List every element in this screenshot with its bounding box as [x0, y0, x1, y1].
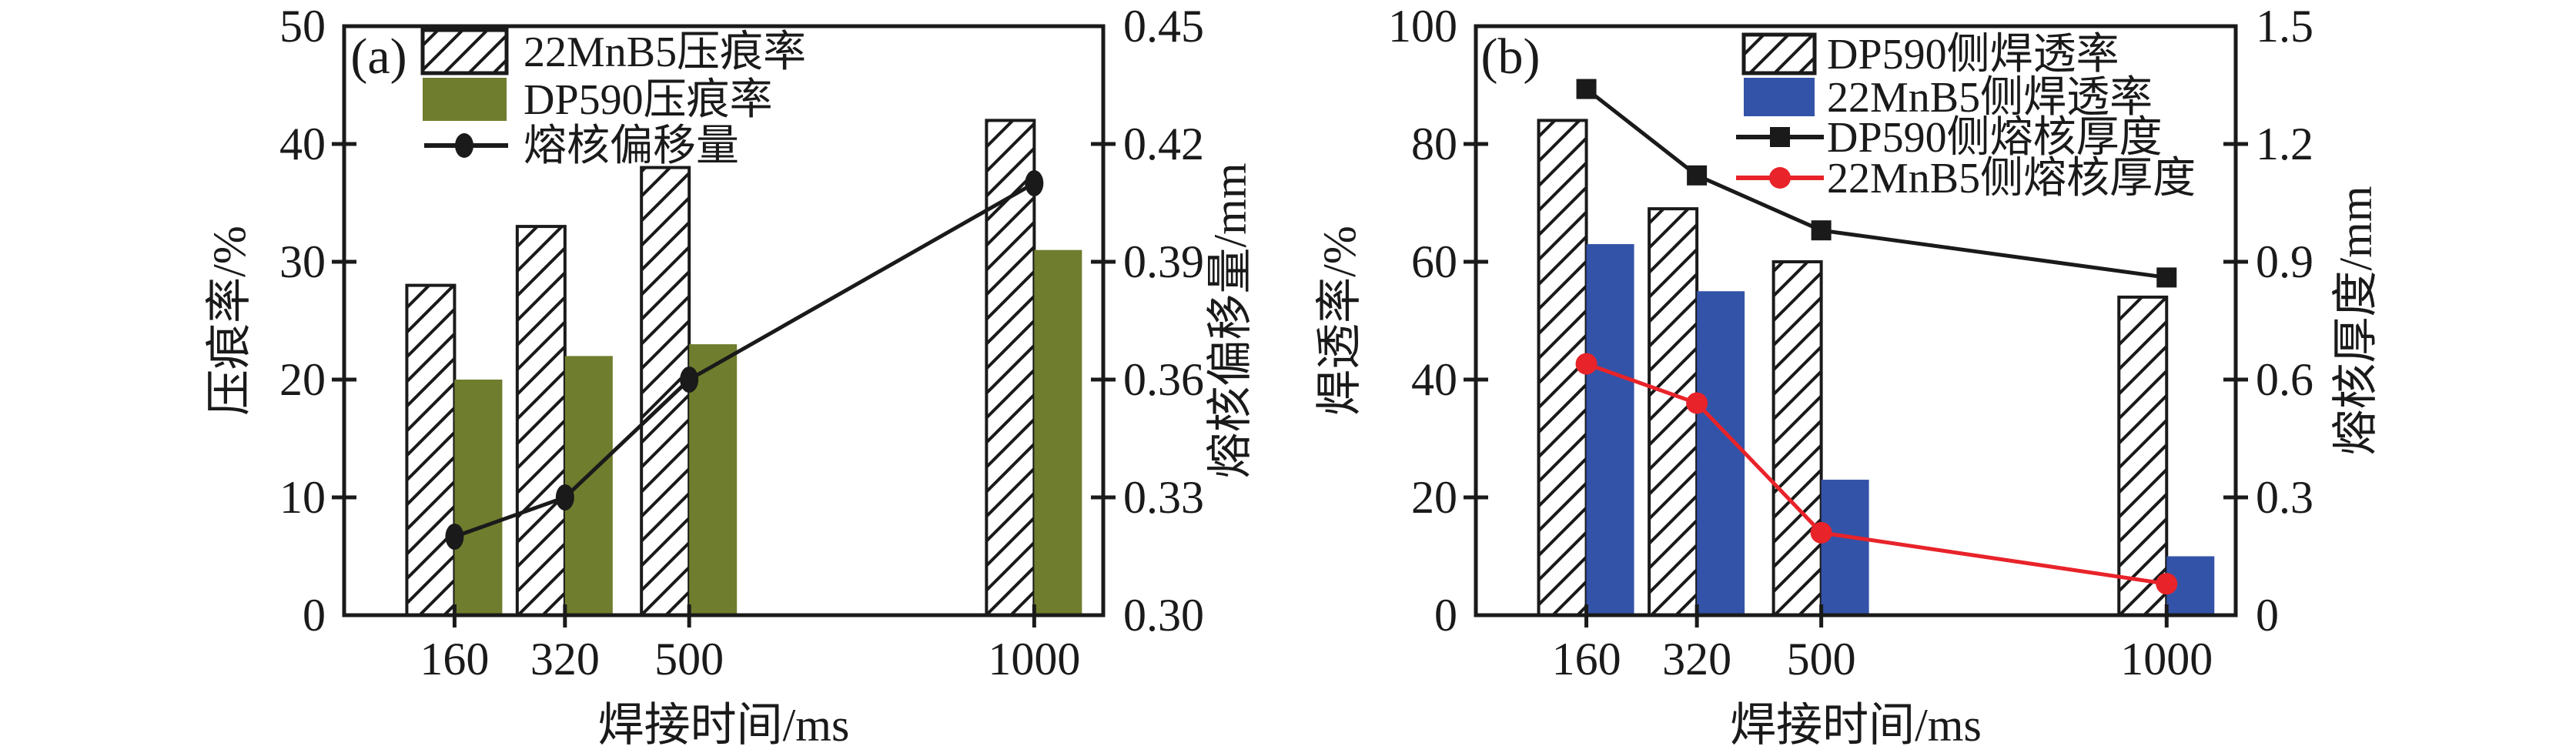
legend-swatch-hatched	[420, 28, 509, 75]
legend-marker-ellipse	[455, 133, 473, 158]
left-tick-label: 10	[279, 472, 326, 523]
series-line-DP590侧熔核厚度	[1585, 87, 2167, 279]
y-axis-title-right: 熔核厚度/mm	[2330, 186, 2381, 455]
left-tick-label: 20	[279, 354, 326, 405]
x-tick-label: 1000	[988, 634, 1080, 684]
series-line-熔核偏移量	[453, 181, 1035, 539]
x-axis-title: 焊接时间/ms	[598, 700, 850, 749]
legend-label: 22MnB5侧熔核厚度	[1827, 155, 2196, 202]
left-tick-label: 40	[1411, 354, 1457, 405]
marker-square-DP590侧熔核厚度-320	[1687, 165, 1708, 186]
legend-marker-circle	[1769, 167, 1791, 189]
x-tick-label: 1000	[2120, 634, 2213, 684]
left-tick-label: 80	[1411, 119, 1457, 169]
left-tick-label: 100	[1388, 1, 1457, 52]
marker-ellipse-熔核偏移量-320	[555, 484, 574, 510]
bar-DP590压痕率-500	[689, 344, 738, 615]
x-tick-label: 500	[654, 634, 724, 684]
right-tick-label: 0.9	[2256, 236, 2313, 287]
marker-circle-22MnB5侧熔核厚度-320	[1686, 392, 1708, 414]
plot-border	[342, 24, 1106, 617]
marker-square-DP590侧熔核厚度-160	[1576, 79, 1597, 99]
bar-DP590压痕率-1000	[1034, 249, 1082, 615]
right-tick-label: 1.5	[2256, 1, 2313, 52]
marker-ellipse-熔核偏移量-160	[445, 524, 464, 550]
legend-item-DP590侧焊透率: DP590侧焊透率	[1741, 31, 2119, 79]
marker-square-DP590侧熔核厚度-1000	[2156, 267, 2177, 288]
bar-DP590侧焊透率-320	[1648, 207, 1699, 617]
x-axis-title: 焊接时间/ms	[1730, 700, 1982, 749]
legend-item-熔核偏移量: 熔核偏移量	[424, 122, 739, 170]
panel-label: (b)	[1481, 28, 1541, 85]
bar-22MnB5压痕率-500	[640, 166, 691, 617]
right-tick-label: 0.42	[1123, 119, 1204, 169]
legend-marker-square	[1770, 127, 1790, 147]
plot-border	[1474, 24, 2238, 617]
legend-label: DP590侧焊透率	[1827, 31, 2119, 79]
y-axis-title-left: 焊透率/%	[1314, 226, 1365, 416]
bar-DP590压痕率-160	[454, 380, 503, 615]
marker-ellipse-熔核偏移量-500	[680, 366, 699, 393]
legend-label: 22MnB5侧焊透率	[1827, 74, 2153, 122]
right-tick-label: 0.6	[2256, 354, 2313, 405]
series-line-22MnB5侧熔核厚度	[1585, 362, 2167, 586]
y-axis-title-left: 压痕率/%	[204, 226, 255, 416]
left-tick-label: 30	[279, 236, 326, 287]
bar-DP590压痕率-320	[564, 356, 613, 615]
marker-circle-22MnB5侧熔核厚度-500	[1810, 521, 1832, 544]
legend-item-22MnB5侧焊透率: 22MnB5侧焊透率	[1744, 74, 2153, 122]
marker-circle-22MnB5侧熔核厚度-1000	[2156, 573, 2178, 595]
legend-swatch-solid	[423, 78, 507, 121]
marker-square-DP590侧熔核厚度-500	[1811, 220, 1832, 241]
right-tick-label: 1.2	[2256, 119, 2313, 169]
left-tick-label: 40	[279, 119, 326, 169]
bar-22MnB5压痕率-1000	[985, 119, 1036, 617]
legend-item-DP590压痕率: DP590压痕率	[423, 76, 773, 124]
marker-ellipse-熔核偏移量-1000	[1025, 170, 1044, 196]
legend-label: 22MnB5压痕率	[524, 28, 806, 76]
right-tick-label: 0.36	[1123, 354, 1204, 405]
x-tick-label: 320	[1662, 634, 1731, 684]
left-tick-label: 60	[1411, 236, 1457, 287]
legend-label: 熔核偏移量	[524, 122, 739, 170]
right-tick-label: 0.33	[1123, 472, 1204, 523]
right-tick-label: 0	[2256, 590, 2279, 641]
legend-label: DP590压痕率	[524, 76, 773, 124]
right-tick-label: 0.39	[1123, 236, 1204, 287]
marker-circle-22MnB5侧熔核厚度-160	[1575, 353, 1597, 375]
bar-DP590侧焊透率-1000	[2117, 295, 2169, 617]
legend-swatch-solid	[1744, 78, 1815, 116]
bar-DP590侧焊透率-500	[1771, 260, 1823, 617]
bar-22MnB5压痕率-320	[515, 225, 567, 617]
x-tick-label: 320	[530, 634, 600, 684]
legend-label: DP590侧熔核厚度	[1827, 114, 2163, 162]
legend-item-22MnB5侧熔核厚度: 22MnB5侧熔核厚度	[1736, 155, 2196, 202]
y-axis-title-right: 熔核偏移量/mm	[1205, 162, 1256, 478]
right-tick-label: 0.3	[2256, 472, 2313, 523]
bar-22MnB5侧焊透率-320	[1697, 291, 1745, 615]
right-tick-label: 0.30	[1123, 590, 1204, 641]
x-tick-label: 500	[1787, 634, 1856, 684]
right-tick-label: 0.45	[1123, 1, 1204, 52]
panel-a: 0 10 20 30 40 50 0.30 0.33 0.36 0.39 0.42 0.45 160 32…	[204, 1, 1256, 751]
legend-swatch-hatched	[1741, 32, 1817, 75]
panel-label: (a)	[350, 28, 406, 85]
legend-item-DP590侧熔核厚度: DP590侧熔核厚度	[1736, 114, 2163, 162]
x-tick-label: 160	[1552, 634, 1621, 684]
bar-22MnB5侧焊透率-500	[1821, 480, 1869, 615]
x-tick-label: 160	[420, 634, 489, 684]
left-tick-label: 0	[1434, 590, 1457, 641]
left-tick-label: 20	[1411, 472, 1457, 523]
left-tick-label: 0	[303, 590, 326, 641]
bar-22MnB5侧焊透率-160	[1586, 244, 1634, 615]
bar-22MnB5压痕率-160	[405, 283, 457, 617]
legend-item-22MnB5压痕率: 22MnB5压痕率	[420, 28, 806, 76]
left-tick-label: 50	[279, 1, 326, 52]
